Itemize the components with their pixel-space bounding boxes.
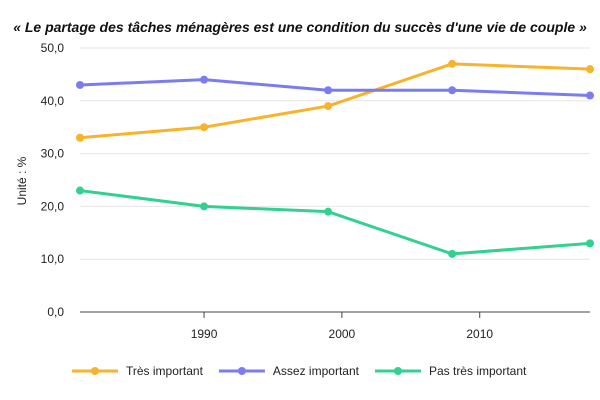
data-point[interactable] [324, 207, 333, 216]
y-tick-label: 0,0 [47, 305, 64, 319]
legend-swatch-marker [237, 367, 246, 375]
y-tick-label: 20,0 [41, 199, 65, 213]
legend-item-tres-important[interactable]: Très important [72, 364, 204, 378]
x-tick-label: 2000 [329, 327, 356, 341]
data-point[interactable] [448, 59, 457, 68]
data-point[interactable] [200, 202, 209, 211]
x-axis-ticks: 1990 2000 2010 [80, 311, 590, 341]
series-assez-important [76, 75, 594, 100]
data-point[interactable] [200, 75, 209, 84]
y-tick-label: 10,0 [41, 252, 65, 266]
y-axis-label: Unité : % [15, 156, 29, 205]
series-line [78, 189, 592, 256]
legend-label: Pas très important [429, 364, 527, 378]
data-point[interactable] [76, 80, 84, 89]
grid-lines [80, 47, 590, 313]
data-point[interactable] [448, 249, 457, 258]
data-point[interactable] [448, 86, 457, 95]
y-tick-label: 30,0 [41, 147, 65, 161]
data-point[interactable] [586, 91, 594, 100]
legend-label: Assez important [273, 364, 360, 378]
y-axis-ticks: 0,0 10,0 20,0 30,0 40,0 50,0 [41, 41, 65, 319]
legend: Très important Assez important Pas très im… [72, 364, 527, 378]
data-point[interactable] [200, 123, 209, 132]
legend-item-assez-important[interactable]: Assez important [218, 364, 360, 378]
series-lines [76, 59, 594, 258]
legend-swatch-marker [91, 367, 99, 375]
chart-title: « Le partage des tâches ménagères est un… [13, 19, 587, 35]
x-tick-label: 2010 [466, 327, 493, 341]
series-line [78, 78, 592, 98]
data-point[interactable] [76, 186, 84, 195]
data-point[interactable] [586, 239, 594, 248]
legend-swatch-marker [393, 367, 402, 375]
y-tick-label: 50,0 [41, 41, 65, 55]
x-tick-label: 1990 [191, 327, 218, 341]
series-tres-important [76, 59, 594, 142]
data-point[interactable] [76, 133, 84, 142]
series-pas-tres-important [76, 186, 594, 258]
legend-item-pas-tres-important[interactable]: Pas très important [374, 364, 527, 378]
legend-label: Très important [126, 364, 204, 378]
y-tick-label: 40,0 [41, 94, 65, 108]
data-point[interactable] [324, 102, 333, 111]
data-point[interactable] [324, 86, 333, 95]
data-point[interactable] [586, 65, 594, 74]
